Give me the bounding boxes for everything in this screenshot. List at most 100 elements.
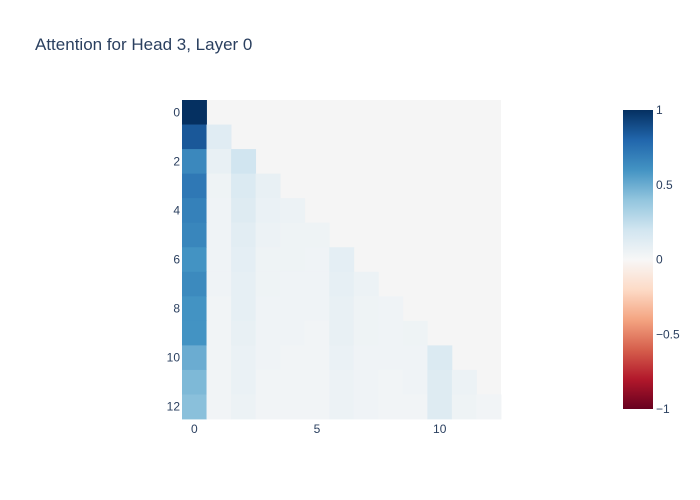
heatmap-cell — [231, 247, 257, 273]
heatmap-cell — [206, 222, 232, 248]
heatmap-cell — [255, 296, 281, 322]
heatmap-cell — [182, 100, 207, 125]
heatmap-cell — [378, 296, 404, 322]
heatmap-cell — [231, 173, 257, 199]
heatmap-cell — [402, 345, 428, 371]
heatmap-cell — [329, 345, 355, 371]
heatmap-cell — [280, 320, 306, 346]
heatmap-cells — [182, 100, 502, 420]
y-tick-label: 0 — [173, 105, 180, 119]
heatmap-cell — [182, 271, 207, 297]
heatmap-cell — [182, 247, 207, 273]
heatmap-cell — [353, 271, 379, 297]
heatmap-cell — [206, 247, 232, 273]
y-tick-label: 4 — [173, 203, 180, 217]
heatmap-cell — [329, 369, 355, 395]
heatmap-cell — [402, 320, 428, 346]
heatmap-cell — [304, 345, 330, 371]
heatmap-cell — [231, 320, 257, 346]
y-tick-label: 12 — [167, 400, 181, 414]
x-tick-label: 10 — [433, 422, 447, 436]
heatmap-cell — [255, 369, 281, 395]
heatmap-cell — [231, 271, 257, 297]
heatmap-cell — [206, 320, 232, 346]
heatmap-cell — [378, 320, 404, 346]
heatmap-cell — [378, 345, 404, 371]
heatmap-cell — [427, 369, 453, 395]
heatmap-cell — [255, 271, 281, 297]
heatmap-cell — [353, 394, 379, 420]
heatmap-cell — [304, 320, 330, 346]
heatmap-cell — [280, 222, 306, 248]
heatmap-cell — [182, 173, 207, 199]
heatmap-cell — [206, 173, 232, 199]
y-tick-label: 6 — [173, 253, 180, 267]
heatmap-cell — [451, 394, 477, 420]
heatmap-cell — [378, 369, 404, 395]
heatmap-cell — [206, 149, 232, 175]
x-axis-ticks: 0 5 10 — [191, 422, 447, 436]
heatmap-cell — [231, 394, 257, 420]
heatmap-cell — [329, 296, 355, 322]
heatmap-cell — [231, 198, 257, 224]
heatmap-cell — [255, 173, 281, 199]
heatmap-cell — [182, 320, 207, 346]
heatmap-cell — [427, 345, 453, 371]
heatmap-cell — [378, 394, 404, 420]
colorbar-tick-label: 0 — [656, 253, 663, 267]
heatmap-cell — [206, 271, 232, 297]
heatmap-cell — [329, 271, 355, 297]
heatmap-cell — [231, 296, 257, 322]
heatmap-cell — [255, 320, 281, 346]
heatmap-cell — [451, 369, 477, 395]
heatmap-cell — [231, 222, 257, 248]
heatmap-cell — [280, 394, 306, 420]
colorbar-ticks: 1 0.5 0 −0.5 −1 — [656, 103, 680, 416]
heatmap-cell — [304, 271, 330, 297]
heatmap-cell — [206, 198, 232, 224]
heatmap-cell — [182, 296, 207, 322]
heatmap-cell — [182, 369, 207, 395]
heatmap-cell — [182, 198, 207, 224]
heatmap-cell — [329, 320, 355, 346]
heatmap-cell — [255, 198, 281, 224]
heatmap-cell — [329, 394, 355, 420]
y-tick-label: 8 — [173, 302, 180, 316]
heatmap-cell — [280, 198, 306, 224]
heatmap-cell — [231, 149, 257, 175]
heatmap-cell — [304, 369, 330, 395]
heatmap-cell — [206, 124, 232, 150]
heatmap-cell — [231, 345, 257, 371]
heatmap-cell — [353, 320, 379, 346]
heatmap-cell — [182, 222, 207, 248]
heatmap-cell — [280, 271, 306, 297]
heatmap-cell — [353, 345, 379, 371]
colorbar-tick-label: −1 — [656, 402, 670, 416]
x-tick-label: 0 — [191, 422, 198, 436]
colorbar-tick-label: 0.5 — [656, 178, 673, 192]
heatmap-cell — [182, 149, 207, 175]
x-tick-label: 5 — [314, 422, 321, 436]
heatmap-cell — [304, 394, 330, 420]
heatmap-cell — [402, 369, 428, 395]
heatmap-cell — [182, 345, 207, 371]
colorbar-tick-label: −0.5 — [656, 327, 680, 341]
heatmap-cell — [280, 345, 306, 371]
heatmap-cell — [255, 247, 281, 273]
heatmap-cell — [304, 296, 330, 322]
heatmap-cell — [255, 394, 281, 420]
heatmap-cell — [206, 345, 232, 371]
heatmap-cell — [476, 394, 502, 420]
heatmap-cell — [206, 394, 232, 420]
heatmap-cell — [304, 247, 330, 273]
y-tick-label: 2 — [173, 154, 180, 168]
y-axis-ticks: 0 2 4 6 8 10 12 — [167, 105, 181, 413]
heatmap-cell — [206, 296, 232, 322]
heatmap-cell — [402, 394, 428, 420]
heatmap-cell — [206, 369, 232, 395]
heatmap-cell — [329, 247, 355, 273]
colorbar — [623, 110, 653, 409]
heatmap-cell — [280, 247, 306, 273]
heatmap-cell — [280, 369, 306, 395]
